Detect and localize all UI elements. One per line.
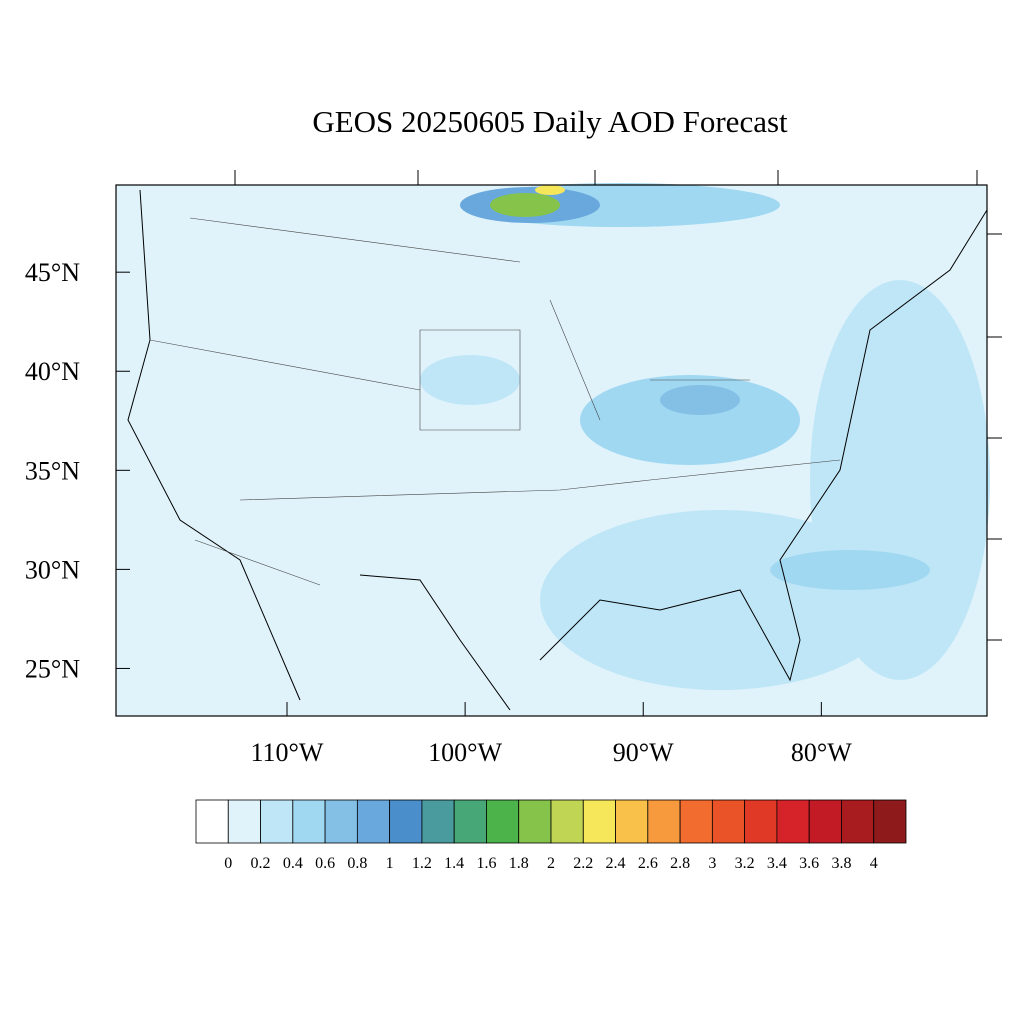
y-tick-label: 25°N — [25, 654, 80, 683]
aod-region — [660, 385, 740, 415]
colorbar-label: 2 — [547, 855, 555, 872]
colorbar-label: 1 — [386, 855, 394, 872]
aod-region — [580, 375, 800, 465]
coastline — [127, 189, 988, 711]
state-borders — [149, 217, 841, 586]
colorbar-box — [292, 799, 326, 844]
colorbar-box — [356, 799, 391, 844]
colorbar-box — [582, 799, 616, 844]
x-tick-label: 90°W — [613, 738, 674, 767]
colorbar-box — [421, 799, 455, 844]
colorbar-box — [841, 799, 875, 844]
colorbar-box — [389, 799, 423, 844]
colorbar-box — [324, 799, 358, 844]
colorbar-box — [711, 799, 746, 844]
frame-ticks — [234, 170, 1002, 641]
colorbar-box — [873, 799, 907, 844]
colorbar-label: 3.8 — [831, 855, 851, 872]
aod-region — [535, 185, 565, 195]
colorbar-label: 2.6 — [638, 855, 658, 872]
colorbar-label: 1.4 — [444, 855, 464, 872]
aod-region — [770, 550, 930, 590]
colorbar-label: 0.6 — [315, 855, 335, 872]
colorbar-label: 4 — [870, 855, 878, 872]
colorbar-box — [195, 799, 229, 844]
colorbar-label: 3 — [708, 855, 716, 872]
map-field — [116, 183, 990, 716]
colorbar-label: 1.6 — [476, 855, 496, 872]
colorbar-label: 2.2 — [573, 855, 593, 872]
colorbar-label: 1.8 — [509, 855, 529, 872]
colorbar-box — [776, 799, 810, 844]
aod-region — [490, 193, 560, 217]
colorbar-box — [453, 799, 487, 844]
aod-region — [420, 355, 520, 405]
colorbar-label: 2.8 — [670, 855, 690, 872]
colorbar-label: 2.4 — [606, 855, 626, 872]
aod-region — [540, 510, 900, 690]
colorbar-box — [744, 799, 778, 844]
colorbar-box — [647, 799, 681, 844]
colorbar-box — [615, 799, 649, 844]
colorbar-label: 1.2 — [412, 855, 432, 872]
colorbar-box — [260, 799, 294, 844]
y-tick-label: 30°N — [25, 555, 80, 584]
x-tick-label: 100°W — [428, 738, 502, 767]
y-tick-label: 45°N — [25, 258, 80, 287]
colorbar-label: 0.8 — [347, 855, 367, 872]
y-tick-label: 35°N — [25, 456, 80, 485]
colorbar-box — [227, 799, 261, 844]
colorbar-label: 0.2 — [251, 855, 271, 872]
y-tick-label: 40°N — [25, 357, 80, 386]
colorbar-label: 3.4 — [767, 855, 787, 872]
colorbar-label: 3.6 — [799, 855, 819, 872]
x-tick-label: 110°W — [251, 738, 324, 767]
colorbar-label: 0 — [224, 855, 232, 872]
colorbar-box — [679, 799, 713, 844]
map-frame — [115, 184, 988, 717]
colorbar-label: 3.2 — [735, 855, 755, 872]
colorbar-label: 0.4 — [283, 855, 303, 872]
colorbar-box — [808, 799, 842, 844]
colorbar-box — [518, 799, 552, 844]
x-tick-label: 80°W — [791, 738, 852, 767]
map-title: GEOS 20250605 Daily AOD Forecast — [312, 104, 788, 139]
colorbar-box — [486, 799, 520, 844]
colorbar-box — [550, 799, 584, 844]
